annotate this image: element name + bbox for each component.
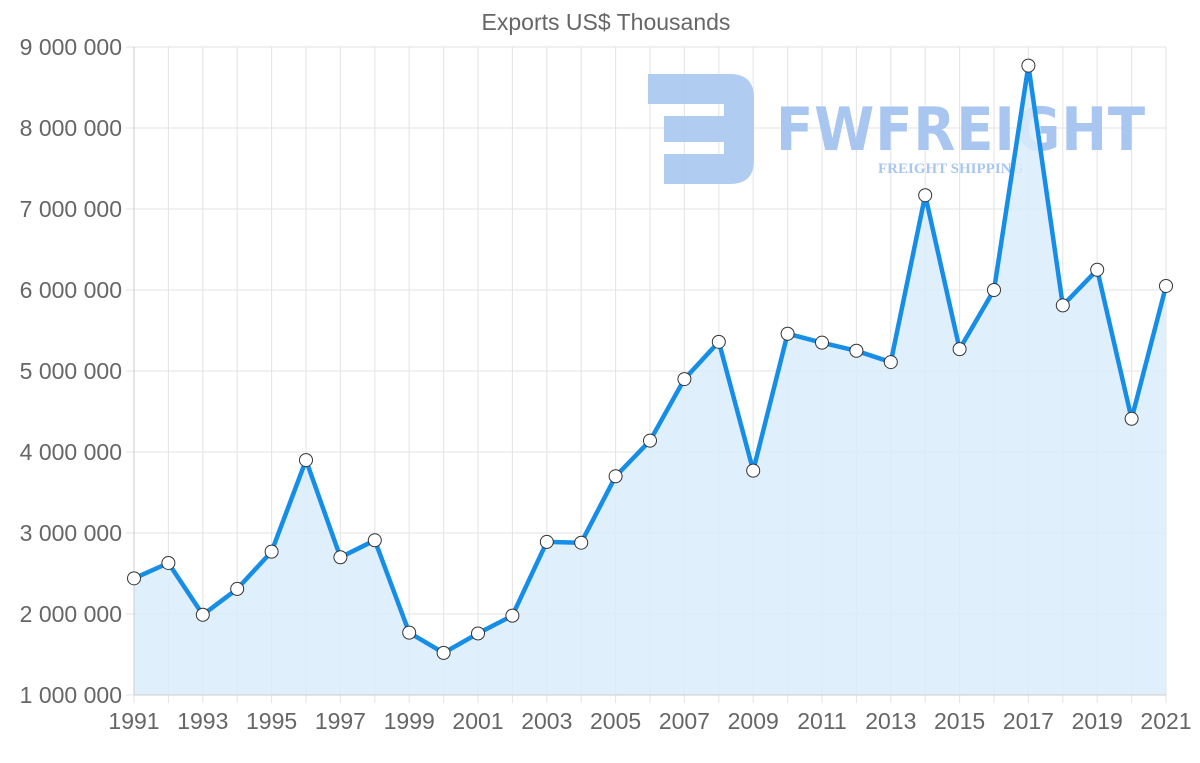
x-tick-label: 2003: [521, 708, 572, 734]
data-point-2009[interactable]: [746, 463, 761, 478]
watermark-logo: FWFREIGHT FREIGHT SHIPPING: [648, 74, 1146, 184]
data-point-1999[interactable]: [402, 625, 417, 640]
x-tick-label: 1993: [177, 708, 228, 734]
data-point-1991[interactable]: [127, 571, 141, 586]
data-point-1996[interactable]: [299, 453, 313, 468]
data-point-2007[interactable]: [677, 372, 692, 387]
x-tick-label: 1995: [246, 708, 297, 734]
x-tick-label: 2021: [1140, 708, 1191, 734]
x-tick-label: 2009: [728, 708, 779, 734]
data-point-2021[interactable]: [1159, 278, 1173, 293]
fwfreight-logo-icon: [648, 74, 754, 184]
data-point-2012[interactable]: [849, 343, 864, 358]
y-tick-label: 6 000 000: [20, 277, 122, 303]
chart-title: Exports US$ Thousands: [482, 9, 731, 35]
data-point-2015[interactable]: [952, 342, 967, 357]
y-tick-label: 5 000 000: [20, 358, 122, 384]
y-tick-label: 2 000 000: [20, 601, 122, 627]
x-tick-label: 1997: [315, 708, 366, 734]
data-point-2011[interactable]: [815, 335, 829, 350]
data-point-2003[interactable]: [539, 534, 554, 549]
x-tick-label: 2011: [797, 708, 846, 734]
x-tick-label: 2001: [452, 708, 503, 734]
data-point-1998[interactable]: [367, 533, 382, 548]
x-tick-label: 2019: [1072, 708, 1123, 734]
y-tick-label: 1 000 000: [20, 682, 122, 708]
data-point-2013[interactable]: [883, 355, 898, 370]
area-fill: [134, 65, 1166, 696]
x-tick-label: 2017: [1003, 708, 1054, 734]
y-tick-label: 7 000 000: [20, 196, 122, 222]
data-point-1993[interactable]: [195, 607, 210, 622]
y-tick-label: 8 000 000: [20, 115, 122, 141]
data-point-2019[interactable]: [1090, 262, 1105, 277]
watermark-brand: FWFREIGHT: [776, 95, 1146, 165]
data-point-1992[interactable]: [161, 555, 176, 570]
x-tick-label: 2015: [934, 708, 985, 734]
data-points: [127, 58, 1173, 660]
data-point-2014[interactable]: [918, 188, 933, 203]
watermark-tagline: FREIGHT SHIPPING: [878, 161, 1023, 177]
data-point-2020[interactable]: [1124, 411, 1139, 426]
x-tick-label: 1999: [384, 708, 435, 734]
data-point-2010[interactable]: [780, 326, 795, 341]
data-point-2001[interactable]: [471, 626, 485, 641]
x-tick-label: 1991: [108, 708, 159, 734]
axes: 1 000 000 2 000 000 3 000 000 4 000 000 5 00…: [20, 34, 1192, 734]
x-tick-label: 2013: [865, 708, 916, 734]
data-point-2006[interactable]: [643, 433, 657, 448]
data-point-2000[interactable]: [436, 645, 451, 660]
data-point-2008[interactable]: [711, 334, 726, 349]
data-point-2005[interactable]: [608, 469, 623, 484]
data-point-2017[interactable]: [1021, 58, 1036, 73]
data-point-1997[interactable]: [333, 550, 348, 565]
data-point-2016[interactable]: [987, 283, 1001, 297]
data-point-1994[interactable]: [230, 581, 245, 596]
data-point-2004[interactable]: [574, 535, 589, 550]
data-point-2018[interactable]: [1055, 298, 1070, 313]
y-tick-label: 9 000 000: [20, 34, 122, 60]
x-tick-label: 2005: [590, 708, 641, 734]
y-tick-label: 4 000 000: [20, 439, 122, 465]
data-point-2002[interactable]: [505, 608, 520, 623]
y-tick-label: 3 000 000: [20, 520, 122, 546]
x-tick-label: 2007: [659, 708, 710, 734]
data-point-1995[interactable]: [264, 544, 279, 559]
